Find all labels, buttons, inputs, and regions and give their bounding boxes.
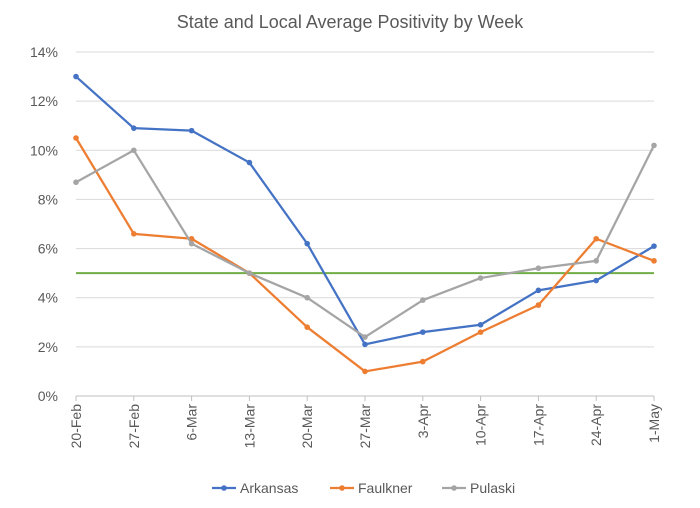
x-tick-label: 20-Mar — [299, 404, 315, 449]
y-tick-label: 8% — [38, 191, 58, 207]
chart-title: State and Local Average Positivity by We… — [177, 12, 525, 32]
legend-label: Pulaski — [470, 480, 515, 496]
data-point-pulaski — [420, 297, 426, 303]
x-tick-label: 10-Apr — [473, 404, 489, 446]
x-tick-label: 27-Feb — [126, 404, 142, 449]
data-point-pulaski — [246, 270, 253, 276]
x-tick-label: 6-Mar — [184, 404, 200, 441]
series-pulaski — [73, 142, 657, 340]
data-point-pulaski — [477, 275, 484, 281]
legend: Arkansas Faulkner Pulaski — [212, 480, 515, 496]
legend-marker — [339, 485, 345, 491]
data-point-arkansas — [420, 329, 426, 335]
y-tick-label: 2% — [38, 339, 58, 355]
y-tick-label: 0% — [38, 388, 58, 404]
y-tick-label: 6% — [38, 241, 58, 257]
data-point-faulkner — [651, 258, 657, 264]
data-point-arkansas — [535, 287, 542, 294]
x-tick-label: 17-Apr — [530, 404, 546, 446]
data-point-faulkner — [477, 329, 484, 335]
data-point-arkansas — [188, 127, 195, 134]
legend-item-arkansas: Arkansas — [212, 480, 298, 496]
data-point-arkansas — [477, 321, 484, 328]
y-axis-ticks: 0% 2% 4% 6% 8% 10% 12% 14% — [30, 44, 58, 404]
data-point-pulaski — [535, 265, 542, 272]
data-point-pulaski — [651, 142, 657, 149]
data-point-pulaski — [73, 179, 79, 186]
data-point-arkansas — [651, 243, 657, 249]
data-point-pulaski — [188, 240, 195, 247]
data-point-pulaski — [362, 334, 368, 340]
data-point-pulaski — [593, 258, 599, 264]
data-point-faulkner — [593, 235, 599, 242]
series-arkansas — [73, 73, 657, 348]
series-layer — [73, 73, 657, 375]
legend-marker — [221, 485, 227, 491]
data-point-arkansas — [73, 73, 79, 80]
data-point-faulkner — [131, 231, 137, 237]
data-point-arkansas — [131, 125, 137, 131]
data-point-faulkner — [73, 135, 79, 141]
x-tick-label: 20-Feb — [68, 404, 84, 449]
x-tick-label: 3-Apr — [415, 404, 431, 439]
data-point-pulaski — [304, 294, 311, 301]
y-tick-label: 12% — [30, 93, 58, 109]
legend-label: Arkansas — [240, 480, 298, 496]
legend-item-pulaski: Pulaski — [442, 480, 515, 496]
series-line-arkansas — [75, 75, 655, 346]
x-tick-label: 24-Apr — [588, 404, 604, 446]
series-line-pulaski — [75, 144, 656, 339]
data-point-faulkner — [535, 302, 542, 308]
y-tick-label: 10% — [30, 142, 58, 158]
legend-label: Faulkner — [358, 480, 413, 496]
gridlines — [76, 51, 654, 348]
data-point-arkansas — [246, 159, 253, 166]
data-point-faulkner — [362, 368, 368, 375]
x-tick-label: 27-Mar — [357, 404, 373, 449]
data-point-arkansas — [362, 341, 368, 348]
data-point-faulkner — [420, 358, 426, 365]
x-axis-ticks: 20-Feb 27-Feb 6-Mar 13-Mar 20-Mar 27-Mar 3-Apr… — [68, 404, 662, 449]
x-tick-label: 13-Mar — [241, 404, 257, 449]
y-tick-label: 4% — [38, 290, 58, 306]
y-tick-label: 14% — [30, 44, 58, 60]
series-faulkner — [73, 135, 657, 375]
data-point-arkansas — [593, 277, 599, 284]
legend-item-faulkner: Faulkner — [330, 480, 413, 496]
legend-marker — [451, 485, 457, 491]
data-point-pulaski — [131, 147, 137, 154]
data-point-arkansas — [304, 240, 311, 247]
data-point-faulkner — [304, 324, 311, 331]
x-axis — [75, 395, 655, 401]
x-tick-label: 1-May — [646, 404, 662, 443]
